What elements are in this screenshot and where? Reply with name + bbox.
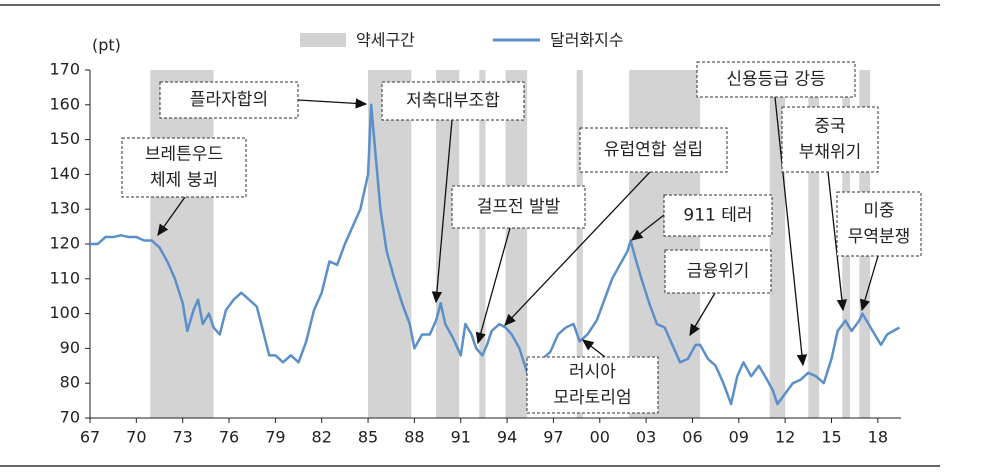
weak-period-band: [150, 70, 214, 418]
y-tick-label: 160: [49, 94, 80, 113]
annotation-text: 브레튼우드: [145, 145, 223, 165]
x-tick-label: 00: [590, 428, 610, 447]
weak-period-band: [479, 70, 486, 418]
y-tick-label: 90: [60, 338, 80, 357]
annotation-arrow: [157, 196, 186, 237]
weak-period-band: [505, 70, 528, 418]
annotation-box: [526, 356, 659, 414]
x-tick-label: 85: [358, 428, 378, 447]
y-tick-label: 110: [49, 268, 80, 287]
x-tick-label: 79: [265, 428, 285, 447]
annotation-arrow: [297, 98, 368, 109]
annotation-arrow: [774, 96, 808, 367]
x-tick-label: 15: [821, 428, 841, 447]
x-tick-label: 67: [80, 428, 100, 447]
x-tick-label: 06: [682, 428, 702, 447]
annotation-box: [121, 137, 247, 198]
x-tick-label: 18: [868, 428, 888, 447]
annotation-arrow: [475, 227, 511, 345]
annotation-box: [664, 249, 772, 294]
x-tick-label: 88: [404, 428, 424, 447]
annotation-box: [836, 191, 922, 257]
annotation-text: 플라자합의: [190, 90, 268, 110]
x-tick-label: 12: [775, 428, 795, 447]
x-tick-label: 91: [451, 428, 471, 447]
annotation-arrow: [689, 292, 716, 337]
annotation-text: 신용등급 강등: [726, 70, 825, 90]
y-tick-label: 70: [60, 408, 80, 427]
annotation-box: [579, 127, 728, 173]
y-axis-label: (pt): [92, 36, 121, 55]
annotation-text: 모라토리엄: [553, 388, 631, 408]
weak-period-band: [576, 70, 583, 418]
weak-period-band: [436, 70, 460, 418]
index-line: [90, 103, 901, 406]
weak-period-band: [368, 70, 412, 418]
annotation-arrow: [581, 339, 606, 358]
annotation-text: 중국: [814, 117, 845, 137]
y-tick-label: 80: [60, 373, 80, 392]
x-tick-label: 76: [219, 428, 239, 447]
annotation-box: [696, 61, 856, 98]
y-tick-label: 150: [49, 129, 80, 148]
y-tick-label: 140: [49, 164, 80, 183]
x-tick-label: 82: [312, 428, 332, 447]
x-tick-label: 09: [729, 428, 749, 447]
annotation-box: [159, 81, 299, 119]
x-tick-label: 97: [543, 428, 563, 447]
annotation-text: 911 테러: [683, 206, 752, 226]
annotation-box: [663, 194, 773, 237]
annotation-text: 금융위기: [687, 262, 750, 282]
annotation-arrow: [630, 214, 665, 241]
y-tick-label: 120: [49, 234, 80, 253]
annotation-text: 부채위기: [799, 143, 862, 163]
annotation-arrow: [859, 255, 879, 312]
annotation-arrow: [504, 171, 651, 326]
weak-period-band: [808, 70, 820, 418]
x-tick-label: 70: [126, 428, 146, 447]
y-tick-label: 130: [49, 199, 80, 218]
legend-label: 달러화지수: [550, 31, 624, 50]
annotation-text: 유럽연합 설립: [604, 140, 703, 160]
annotation-text: 무역분쟁: [848, 227, 911, 247]
y-tick-label: 170: [49, 60, 80, 79]
annotation-text: 걸프전 발발: [477, 197, 561, 217]
legend-swatch-band: [300, 33, 346, 47]
annotation-box: [781, 106, 879, 173]
annotation-text: 러시아: [569, 362, 616, 382]
x-tick-label: 94: [497, 428, 517, 447]
annotation-text: 미중: [863, 201, 894, 221]
annotation-text: 체제 붕괴: [150, 171, 218, 191]
annotation-arrow: [827, 171, 848, 312]
annotation-box: [451, 185, 586, 229]
annotation-arrow: [431, 119, 453, 304]
annotation-box: [381, 81, 525, 121]
legend-label: 약세구간: [356, 31, 415, 50]
y-tick-label: 100: [49, 303, 80, 322]
x-tick-label: 73: [173, 428, 193, 447]
x-tick-label: 03: [636, 428, 656, 447]
annotation-text: 저축대부조합: [406, 91, 500, 111]
